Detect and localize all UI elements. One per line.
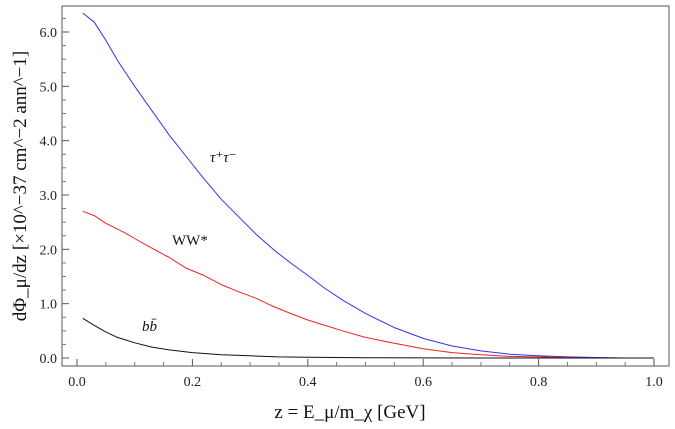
y-axis-label: dΦ_μ/dz [×10^−37 cm^−2 ann^−1] xyxy=(10,51,31,321)
series-label-ww: WW* xyxy=(172,233,208,249)
y-axis: 0.0 1.0 2.0 3.0 4.0 5.0 6.0 xyxy=(40,17,69,367)
x-tick-label: 0.8 xyxy=(530,375,548,390)
y-tick-label: 2.0 xyxy=(40,243,58,258)
x-tick-label: 0.6 xyxy=(414,375,432,390)
series-label-bb: bb̄ xyxy=(142,319,158,335)
x-axis-label: z = E_μ/m_χ [GeV] xyxy=(274,402,425,423)
series-layer xyxy=(82,12,654,359)
series-label-tautau: τ⁺τ⁻ xyxy=(210,150,237,166)
y-tick-label: 4.0 xyxy=(40,135,58,150)
series-line-ww xyxy=(82,210,654,359)
y-tick-label: 1.0 xyxy=(40,298,58,313)
x-tick-label: 0.4 xyxy=(299,375,317,390)
x-axis: 0.0 0.2 0.4 0.6 0.8 1.0 xyxy=(68,359,663,390)
x-tick-label: 1.0 xyxy=(645,375,663,390)
series-line-tautau xyxy=(82,12,654,359)
series-line-bb xyxy=(82,317,654,359)
x-tick-label: 0.2 xyxy=(184,375,202,390)
plot-frame xyxy=(61,5,670,367)
y-tick-label: 6.0 xyxy=(40,26,58,41)
y-tick-label: 0.0 xyxy=(40,352,58,367)
x-tick-label: 0.0 xyxy=(68,375,86,390)
y-tick-label: 5.0 xyxy=(40,80,58,95)
y-tick-label: 3.0 xyxy=(40,189,58,204)
